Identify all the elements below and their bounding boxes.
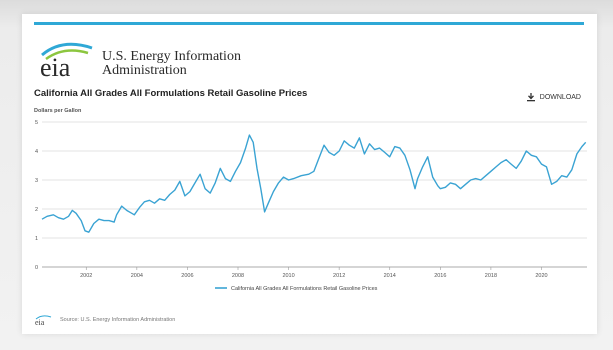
x-tick-label: 2016 xyxy=(434,273,446,279)
accent-bar xyxy=(34,22,584,25)
x-tick-label: 2018 xyxy=(485,273,497,279)
eia-logo-icon: eia xyxy=(40,42,93,80)
x-tick-label: 2012 xyxy=(333,273,345,279)
legend-label: California All Grades All Formulations R… xyxy=(231,286,378,292)
org-name: U.S. Energy Information Administration xyxy=(102,50,241,78)
y-tick-label: 5 xyxy=(35,120,38,126)
y-tick-label: 4 xyxy=(35,149,38,155)
series-line xyxy=(41,134,587,233)
org-name-line1: U.S. Energy Information xyxy=(102,49,241,64)
source-text: Source: U.S. Energy Information Administ… xyxy=(60,317,176,323)
x-tick-label: 2010 xyxy=(282,273,294,279)
y-tick-label: 1 xyxy=(35,236,38,242)
line-chart: Dollars per Gallon 0 1 2 3 4 5 2002 2004 2006 2008… xyxy=(34,108,587,292)
logo-text: eia xyxy=(40,53,71,80)
download-label: DOWNLOAD xyxy=(539,93,581,101)
download-button[interactable]: DOWNLOAD xyxy=(526,92,581,102)
chart-card: eia U.S. Energy Information Administrati… xyxy=(22,14,597,334)
y-tick-label: 3 xyxy=(35,178,38,184)
footer-logo-text: eia xyxy=(35,318,45,326)
chart-title: California All Grades All Formulations R… xyxy=(34,88,308,99)
x-tick-label: 2002 xyxy=(80,273,92,279)
download-icon xyxy=(526,93,535,102)
y-tick-label: 2 xyxy=(35,207,38,213)
org-name-line2: Administration xyxy=(102,63,187,78)
footer: eia Source: U.S. Energy Information Admi… xyxy=(34,314,175,326)
footer-eia-logo-icon: eia xyxy=(35,315,52,326)
x-tick-label: 2006 xyxy=(181,273,193,279)
y-tick-label: 0 xyxy=(35,265,38,271)
x-tick-label: 2008 xyxy=(232,273,244,279)
x-tick-label: 2004 xyxy=(131,273,143,279)
x-tick-label: 2014 xyxy=(384,273,396,279)
y-axis-label: Dollars per Gallon xyxy=(34,108,82,114)
x-tick-label: 2020 xyxy=(535,273,547,279)
